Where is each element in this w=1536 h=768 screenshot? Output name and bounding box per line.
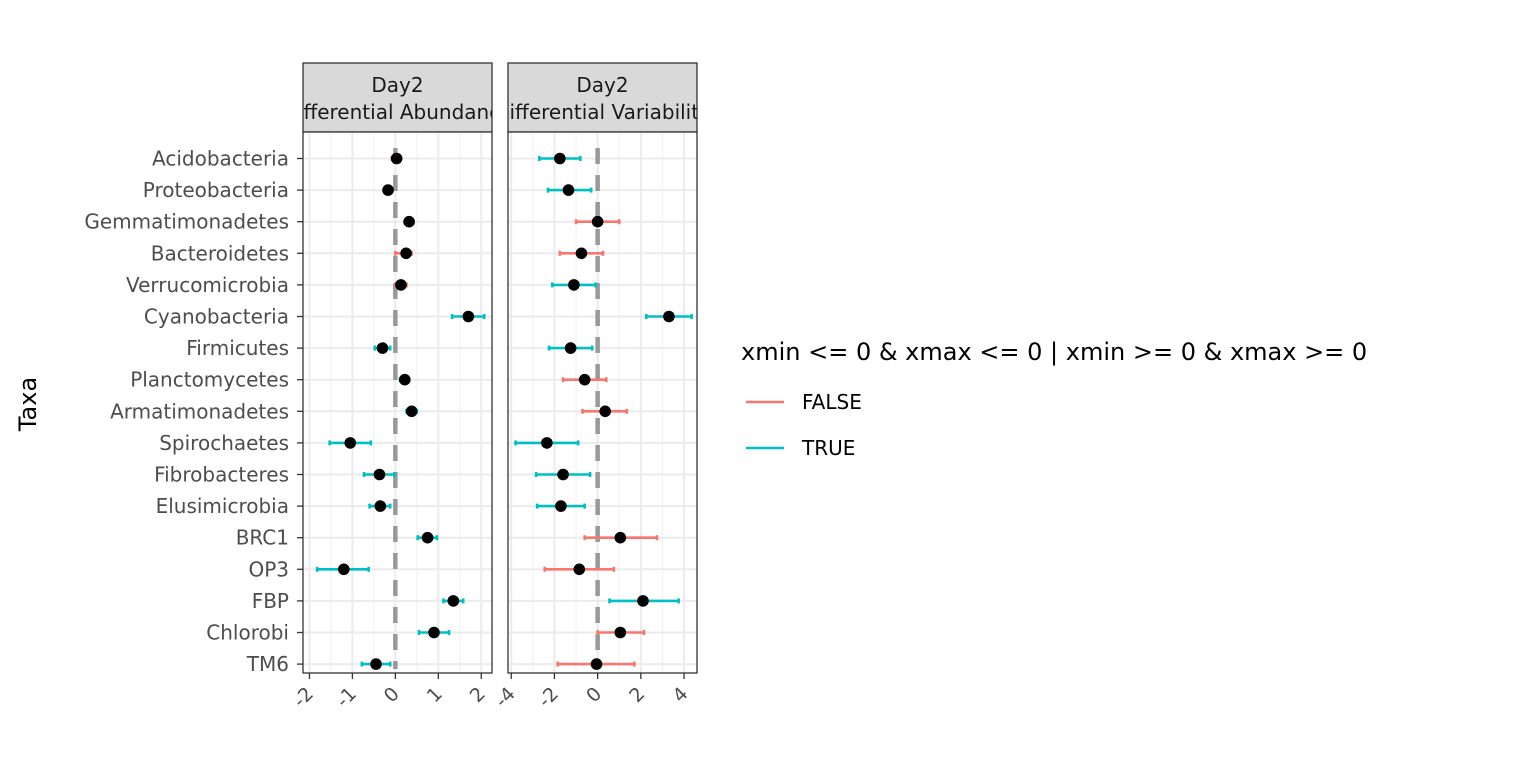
legend-label-false: FALSE [802,390,862,414]
panel-border [302,131,493,674]
data-point [374,500,387,512]
strip-label-line1: Day2 [576,73,628,97]
strip-label-line2: Differential Abundance [282,100,512,124]
taxon-label: Cyanobacteria [144,305,289,329]
taxon-label: Firmicutes [186,336,289,360]
panel-border [507,131,698,674]
legend-title: xmin <= 0 & xmax <= 0 | xmin >= 0 & xmax… [741,338,1367,366]
strip-background [507,62,698,133]
panel-strip-abundance: Day2 Differential Abundance [282,62,512,133]
taxon-label: Armatimonadetes [110,399,289,423]
strip-label-line1: Day2 [371,73,423,97]
data-point [564,342,577,354]
legend: xmin <= 0 & xmax <= 0 | xmin >= 0 & xmax… [741,338,1367,460]
panel-variability: -4 -2 0 2 4 [491,131,698,712]
x-tick-label: -4 [491,683,520,712]
data-point [405,405,418,418]
data-point [399,373,411,386]
data-point [599,405,611,418]
data-point [395,279,407,291]
taxon-label: Proteobacteria [143,178,289,202]
x-tick-label: 4 [668,683,692,707]
taxon-label: Spirochaetes [159,431,289,455]
taxon-label: Gemmatimonadetes [84,210,289,234]
data-point [575,247,588,260]
data-point [614,626,627,639]
panel-strip-variability: Day2 Differential Variability [494,62,711,133]
taxon-label: BRC1 [236,526,289,550]
data-point [400,247,412,260]
x-tick-label: -2 [534,683,563,712]
data-point [462,310,475,323]
data-point [390,152,403,165]
data-point [578,373,591,386]
taxon-label: Acidobacteria [152,147,289,171]
y-axis-labels: Acidobacteria Proteobacteria Gemmatimonade… [84,147,303,676]
taxon-label: OP3 [248,557,289,581]
taxon-label: Elusimicrobia [156,494,289,518]
data-point [373,468,386,481]
data-point [421,531,434,544]
data-point [663,310,675,323]
taxon-label: TM6 [246,652,289,676]
legend-label-true: TRUE [801,436,855,460]
data-point [403,215,415,228]
taxon-label: Bacteroidetes [151,241,289,265]
x-tick-label: 1 [423,683,447,707]
data-point [573,563,586,576]
data-point [557,468,569,481]
data-point [338,563,350,576]
x-tick-label: -2 [289,683,318,712]
data-point [428,626,440,639]
data-point [591,215,604,228]
data-point [370,658,382,670]
data-point [554,152,566,165]
plot-background [508,132,697,673]
data-point [637,595,649,607]
taxon-label: Chlorobi [206,621,289,645]
x-tick-label: 2 [466,683,490,707]
strip-label-line2: Differential Variability [494,100,711,124]
strip-background [302,62,493,133]
data-point [562,184,575,196]
data-point [344,437,357,449]
data-point [376,342,389,354]
y-axis-title: Taxa [14,377,42,432]
x-tick-label: -1 [332,683,361,712]
data-point [614,531,627,544]
x-tick-label: 0 [582,683,606,707]
taxon-label: Planctomycetes [130,368,289,392]
data-point [541,437,553,449]
x-tick-label: 2 [625,683,649,707]
data-point [447,595,460,607]
x-tick-label: 0 [380,683,404,707]
taxon-label: Verrucomicrobia [126,273,289,297]
data-point [555,500,567,512]
panel-abundance: -2 -1 0 1 2 [289,131,493,712]
data-point [590,658,603,670]
data-point [568,279,580,291]
taxon-label: Fibrobacteres [154,463,289,487]
data-point [382,184,394,196]
taxon-label: FBP [252,589,289,613]
